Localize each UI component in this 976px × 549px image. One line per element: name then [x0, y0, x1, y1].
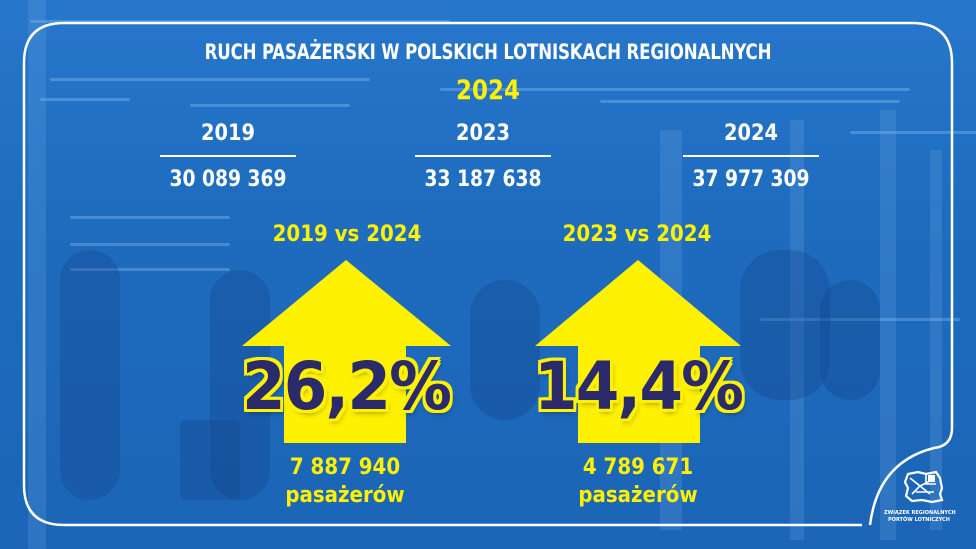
year-stat-2024: 2024 37 977 309	[681, 118, 821, 194]
logo-text-line1: ZWIĄZEK REGIONALNYCH	[884, 510, 956, 516]
growth-passengers-2019-2024: 7 887 940 pasażerów	[255, 454, 435, 510]
page-subtitle-year: 2024	[456, 75, 520, 106]
year-value: 30 089 369	[169, 167, 287, 192]
growth-percent-2019-2024: 26,2%	[241, 348, 452, 425]
logo-text-line2: PORTÓW LOTNICZYCH	[888, 517, 950, 523]
growth-passengers-2023-2024: 4 789 671 pasażerów	[548, 454, 728, 510]
year-stat-2019: 2019 30 089 369	[158, 118, 298, 194]
passenger-unit: pasażerów	[285, 483, 405, 508]
year-stat-2023: 2023 33 187 638	[413, 118, 553, 194]
divider	[683, 155, 819, 157]
comparison-label-2019-2024: 2019 vs 2024	[272, 222, 422, 247]
poland-map-network-icon	[903, 470, 944, 504]
page-title: RUCH PASAŻERSKI W POLSKICH LOTNISKACH RE…	[204, 40, 772, 64]
passenger-delta: 7 887 940	[289, 455, 401, 480]
passenger-unit: pasażerów	[578, 483, 698, 508]
divider	[160, 155, 296, 157]
passenger-delta: 4 789 671	[582, 455, 694, 480]
year-label: 2023	[456, 121, 510, 146]
year-value: 37 977 309	[692, 167, 810, 192]
year-value: 33 187 638	[424, 167, 542, 192]
year-label: 2024	[724, 121, 778, 146]
organization-logo: ZWIĄZEK REGIONALNYCH PORTÓW LOTNICZYCH	[884, 468, 956, 528]
divider	[415, 155, 551, 157]
growth-percent-2023-2024: 14,4%	[533, 348, 744, 425]
year-label: 2019	[201, 121, 255, 146]
comparison-label-2023-2024: 2023 vs 2024	[562, 222, 712, 247]
